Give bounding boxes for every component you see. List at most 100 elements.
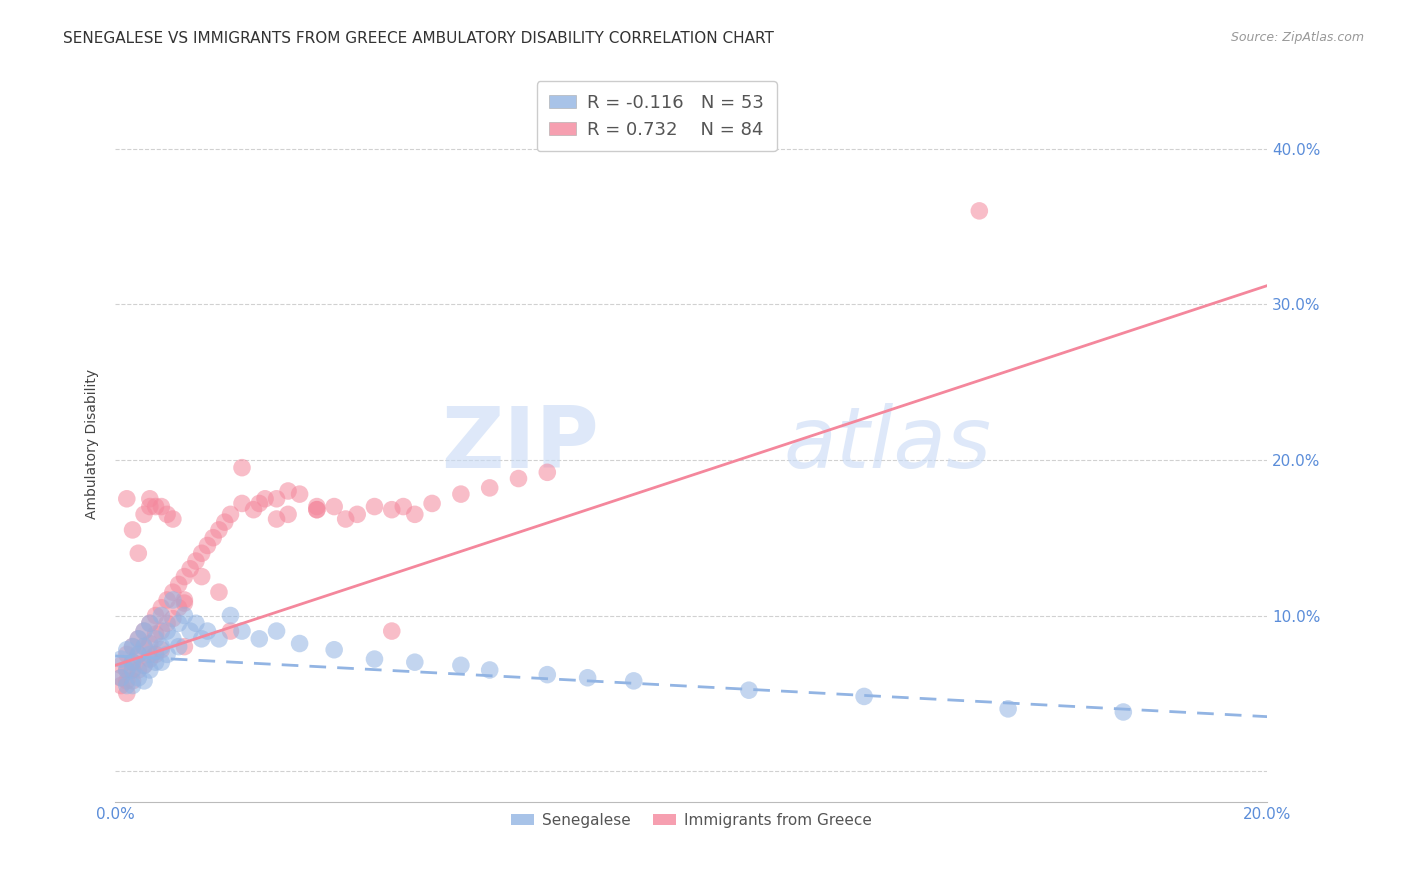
Point: [127, 648, 149, 662]
Point: [110, 671, 132, 685]
Point: [145, 627, 167, 641]
Point: [167, 577, 190, 591]
Point: [184, 554, 207, 568]
Point: [997, 702, 1019, 716]
Point: [110, 652, 132, 666]
Point: [323, 500, 346, 514]
Point: [150, 655, 173, 669]
Point: [277, 483, 299, 498]
Point: [247, 632, 270, 646]
Point: [247, 496, 270, 510]
Point: [173, 593, 195, 607]
Point: [420, 496, 443, 510]
Text: ZIP: ZIP: [441, 403, 599, 486]
Point: [121, 655, 143, 669]
Point: [150, 640, 173, 654]
Point: [969, 203, 991, 218]
Point: [156, 508, 179, 522]
Point: [145, 608, 167, 623]
Point: [150, 608, 173, 623]
Point: [323, 642, 346, 657]
Point: [115, 491, 138, 506]
Point: [162, 585, 184, 599]
Point: [231, 496, 253, 510]
Point: [231, 460, 253, 475]
Point: [121, 655, 143, 669]
Point: [208, 523, 231, 537]
Point: [156, 648, 179, 662]
Point: [190, 569, 212, 583]
Point: [450, 487, 472, 501]
Point: [162, 612, 184, 626]
Point: [478, 663, 501, 677]
Point: [115, 663, 138, 677]
Point: [150, 624, 173, 638]
Point: [132, 673, 155, 688]
Point: [254, 491, 277, 506]
Point: [162, 593, 184, 607]
Point: [214, 515, 236, 529]
Point: [167, 640, 190, 654]
Text: Source: ZipAtlas.com: Source: ZipAtlas.com: [1230, 31, 1364, 45]
Point: [404, 655, 426, 669]
Point: [381, 502, 404, 516]
Point: [197, 624, 219, 638]
Point: [190, 546, 212, 560]
Point: [127, 632, 149, 646]
Point: [110, 658, 132, 673]
Point: [305, 500, 328, 514]
Point: [121, 673, 143, 688]
Point: [115, 648, 138, 662]
Point: [132, 658, 155, 673]
Point: [145, 500, 167, 514]
Point: [127, 632, 149, 646]
Point: [242, 502, 264, 516]
Point: [115, 673, 138, 688]
Point: [132, 640, 155, 654]
Point: [121, 679, 143, 693]
Point: [145, 655, 167, 669]
Point: [139, 648, 162, 662]
Point: [127, 671, 149, 685]
Point: [208, 632, 231, 646]
Point: [184, 616, 207, 631]
Point: [179, 562, 201, 576]
Legend: Senegalese, Immigrants from Greece: Senegalese, Immigrants from Greece: [505, 806, 877, 834]
Point: [145, 632, 167, 646]
Point: [150, 642, 173, 657]
Point: [139, 663, 162, 677]
Point: [305, 502, 328, 516]
Point: [156, 616, 179, 631]
Point: [115, 686, 138, 700]
Point: [121, 640, 143, 654]
Point: [121, 640, 143, 654]
Point: [115, 679, 138, 693]
Point: [266, 491, 288, 506]
Point: [173, 569, 195, 583]
Point: [173, 596, 195, 610]
Point: [738, 683, 761, 698]
Point: [156, 593, 179, 607]
Point: [139, 636, 162, 650]
Point: [363, 500, 385, 514]
Point: [173, 608, 195, 623]
Point: [219, 608, 242, 623]
Point: [266, 624, 288, 638]
Point: [853, 690, 876, 704]
Point: [450, 658, 472, 673]
Point: [132, 624, 155, 638]
Point: [110, 671, 132, 685]
Point: [132, 640, 155, 654]
Point: [508, 471, 530, 485]
Point: [288, 487, 311, 501]
Point: [162, 632, 184, 646]
Point: [121, 523, 143, 537]
Point: [132, 508, 155, 522]
Point: [363, 652, 385, 666]
Point: [139, 616, 162, 631]
Point: [1112, 705, 1135, 719]
Point: [139, 652, 162, 666]
Point: [173, 640, 195, 654]
Point: [219, 624, 242, 638]
Point: [115, 663, 138, 677]
